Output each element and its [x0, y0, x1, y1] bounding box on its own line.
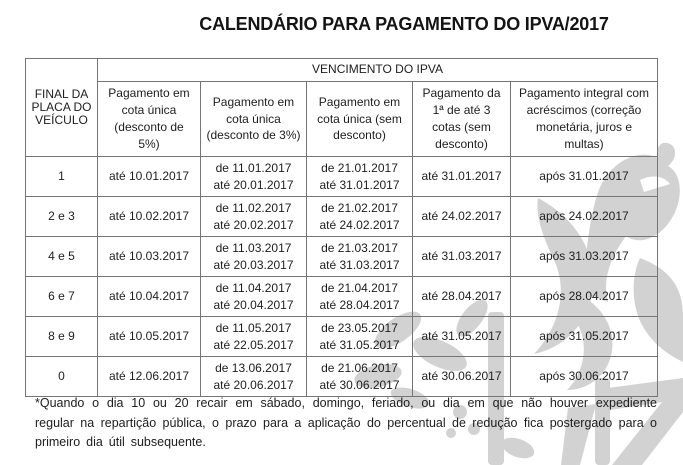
table-header-row-group: FINAL DA PLACA DO VEÍCULO VENCIMENTO DO … — [25, 58, 658, 157]
date-cell: de 13.06.2017 até 20.06.2017 — [200, 356, 307, 397]
placa-cell: 4 e 5 — [25, 236, 98, 277]
date-cell: após 31.03.2017 — [510, 236, 658, 277]
date-cell: até 12.06.2017 — [97, 356, 201, 397]
date-cell: até 10.05.2017 — [97, 316, 201, 357]
table-row: 0 até 12.06.2017 de 13.06.2017 até 20.06… — [25, 356, 658, 397]
table-row: 4 e 5 até 10.03.2017 de 11.03.2017 até 2… — [25, 236, 658, 277]
placa-cell: 8 e 9 — [25, 316, 98, 357]
date-cell: até 24.02.2017 — [412, 196, 511, 237]
table-row: 1 até 10.01.2017 de 11.01.2017 até 20.01… — [25, 156, 658, 197]
date-cell: até 30.06.2017 — [412, 356, 511, 397]
date-cell: de 23.05.2017 até 31.05.2017 — [306, 316, 413, 357]
table-row: 2 e 3 até 10.02.2017 de 11.02.2017 até 2… — [25, 196, 658, 237]
page-title: CALENDÁRIO PARA PAGAMENTO DO IPVA/2017 — [199, 14, 609, 34]
date-cell: de 21.06.2017 até 30.06.2017 — [306, 356, 413, 397]
date-cell: até 28.04.2017 — [412, 276, 511, 317]
column-header-pagamento-integral: Pagamento integral com acréscimos (corre… — [510, 81, 658, 157]
date-cell: de 11.05.2017 até 22.05.2017 — [200, 316, 307, 357]
date-cell: até 10.02.2017 — [97, 196, 201, 237]
date-cell: de 11.03.2017 até 20.03.2017 — [200, 236, 307, 277]
table-row: 8 e 9 até 10.05.2017 de 11.05.2017 até 2… — [25, 316, 658, 357]
date-cell: após 31.01.2017 — [510, 156, 658, 197]
date-cell: após 28.04.2017 — [510, 276, 658, 317]
date-cell: após 31.05.2017 — [510, 316, 658, 357]
footnote: *Quando o dia 10 ou 20 recair em sábado,… — [35, 396, 657, 449]
placa-cell: 1 — [25, 156, 98, 197]
date-cell: após 30.06.2017 — [510, 356, 658, 397]
group-header-vencimento: VENCIMENTO DO IPVA — [97, 58, 658, 82]
column-header-primeira-cota: Pagamento da 1ª de até 3 cotas (sem desc… — [412, 81, 511, 157]
date-cell: de 11.01.2017 até 20.01.2017 — [200, 156, 307, 197]
date-cell: de 21.04.2017 até 28.04.2017 — [306, 276, 413, 317]
date-cell: até 10.04.2017 — [97, 276, 201, 317]
placa-cell: 2 e 3 — [25, 196, 98, 237]
placa-cell: 6 e 7 — [25, 276, 98, 317]
date-cell: de 21.02.2017 até 24.02.2017 — [306, 196, 413, 237]
column-header-cota-unica-sem-desconto: Pagamento em cota única (sem desconto) — [306, 81, 413, 157]
date-cell: até 31.05.2017 — [412, 316, 511, 357]
column-header-cota-unica-3: Pagamento em cota única (desconto de 3%) — [200, 81, 307, 157]
date-cell: até 31.03.2017 — [412, 236, 511, 277]
date-cell: de 11.04.2017 até 20.04.2017 — [200, 276, 307, 317]
date-cell: até 31.01.2017 — [412, 156, 511, 197]
corner-header-final-da-placa: FINAL DA PLACA DO VEÍCULO — [25, 58, 98, 157]
table-row: 6 e 7 até 10.04.2017 de 11.04.2017 até 2… — [25, 276, 658, 317]
table-header-row-columns: Pagamento em cota única (desconto de 5%)… — [26, 81, 658, 157]
date-cell: de 11.02.2017 até 20.02.2017 — [200, 196, 307, 237]
column-header-cota-unica-5: Pagamento em cota única (desconto de 5%) — [97, 81, 201, 157]
placa-cell: 0 — [25, 356, 98, 397]
date-cell: até 10.03.2017 — [97, 236, 201, 277]
date-cell: de 21.03.2017 até 31.03.2017 — [306, 236, 413, 277]
date-cell: após 24.02.2017 — [510, 196, 658, 237]
date-cell: até 10.01.2017 — [97, 156, 201, 197]
date-cell: de 21.01.2017 até 31.01.2017 — [306, 156, 413, 197]
ipva-calendar-table: FINAL DA PLACA DO VEÍCULO VENCIMENTO DO … — [25, 58, 658, 397]
